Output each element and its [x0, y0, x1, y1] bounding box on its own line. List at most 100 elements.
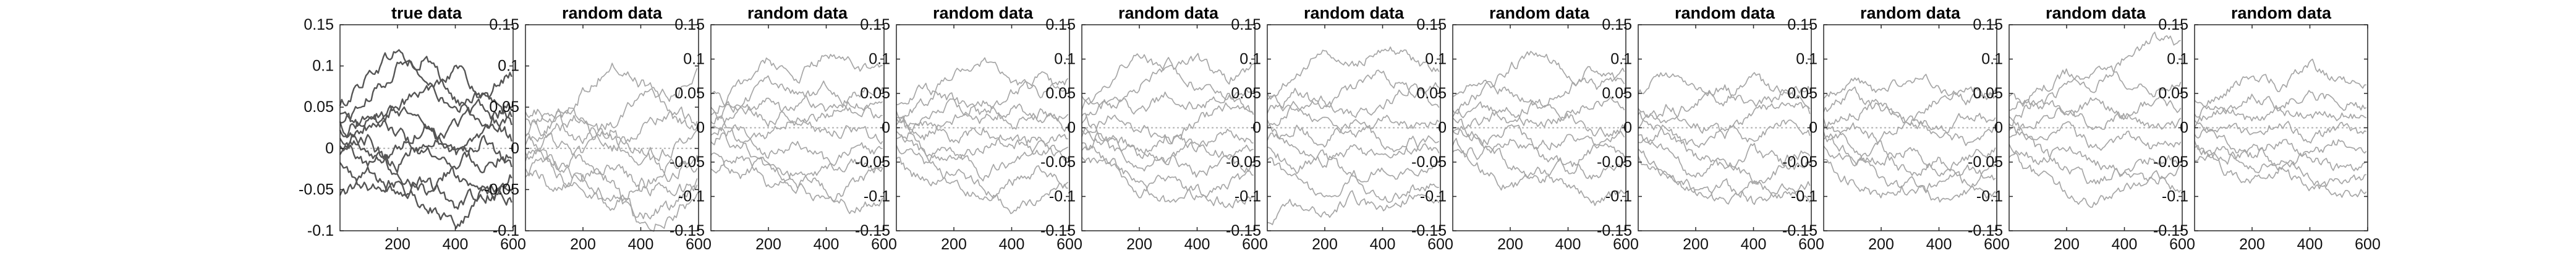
series-line	[1267, 119, 1440, 168]
chart-title: random data	[1304, 4, 1405, 22]
y-tick-label: 0.1	[2167, 51, 2188, 68]
series-line	[710, 54, 883, 116]
series-line	[1823, 131, 1996, 196]
series-line	[896, 157, 1069, 215]
series-line	[1638, 72, 1811, 106]
y-tick-label: -0.15	[1597, 222, 1632, 239]
y-tick-label: -0.1	[493, 222, 519, 239]
series-line	[1452, 137, 1625, 174]
y-tick-label: 0.1	[1981, 51, 2003, 68]
series-line	[1267, 46, 1440, 100]
x-tick-label: 400	[2112, 236, 2138, 253]
series-line	[2194, 140, 2366, 191]
y-tick-label: 0.1	[312, 58, 334, 75]
y-tick-label: -0.1	[1235, 188, 1261, 205]
series-line	[1081, 142, 1254, 209]
x-tick-label: 400	[1184, 236, 1210, 253]
series-line	[1081, 113, 1254, 178]
y-tick-label: 0.15	[1787, 16, 1817, 33]
series-line	[339, 49, 512, 113]
series-line	[1452, 66, 1625, 109]
y-tick-label: -0.15	[2153, 222, 2188, 239]
y-tick-label: 0	[1438, 119, 1447, 137]
series-line	[896, 140, 1069, 182]
y-tick-label: 0.1	[1239, 51, 1261, 68]
y-tick-label: -0.15	[1411, 222, 1447, 239]
series-line	[1267, 190, 1440, 225]
series-line	[1452, 124, 1625, 151]
series-line	[710, 155, 883, 215]
series-line	[339, 98, 512, 155]
y-tick-label: -0.05	[484, 181, 519, 198]
series-line	[1823, 140, 1996, 188]
y-tick-label: -0.05	[670, 153, 705, 171]
x-tick-label: 600	[1242, 236, 1268, 253]
series-line	[2194, 120, 2367, 158]
y-tick-label: 0.1	[1610, 51, 1632, 68]
y-tick-label: -0.05	[1782, 153, 1817, 171]
x-tick-label: 600	[686, 236, 712, 253]
series-line	[1081, 128, 1254, 159]
chart-title: random data	[2046, 4, 2146, 22]
axes-box	[339, 24, 514, 231]
series-line	[2194, 146, 2367, 198]
x-tick-label: 400	[1555, 236, 1581, 253]
y-tick-label: 0.1	[683, 51, 705, 68]
y-tick-label: 0	[1067, 119, 1076, 137]
chart-title: random data	[2231, 4, 2332, 22]
series-line	[1638, 148, 1811, 205]
y-tick-label: -0.15	[1968, 222, 2003, 239]
x-tick-label: 200	[385, 236, 410, 253]
series-line	[2009, 96, 2182, 127]
series-line	[896, 71, 1068, 115]
y-tick-label: -0.1	[678, 188, 705, 205]
y-tick-label: 0	[1994, 119, 2003, 137]
y-tick-label: 0.15	[1602, 16, 1632, 33]
y-tick-label: 0.05	[860, 85, 890, 102]
y-tick-label: 0.15	[1416, 16, 1447, 33]
series-line	[1267, 69, 1440, 114]
y-tick-label: -0.1	[1049, 188, 1076, 205]
series-line	[1452, 97, 1625, 124]
y-tick-label: -0.15	[1782, 222, 1817, 239]
y-tick-label: 0.15	[1045, 16, 1076, 33]
y-tick-label: 0.15	[304, 16, 334, 33]
chart-panel-8: random data -0.15 -0.1 -0.05 0 0.05 0.1 0.15 200…	[1597, 4, 1824, 253]
x-tick-label: 600	[2355, 236, 2381, 253]
series-line	[339, 162, 512, 229]
x-tick-label: 400	[1370, 236, 1396, 253]
y-tick-label: 0.05	[1787, 85, 1817, 102]
x-tick-label: 200	[1126, 236, 1152, 253]
y-tick-label: 0.15	[489, 16, 519, 33]
x-tick-label: 200	[1683, 236, 1709, 253]
y-tick-label: 0.15	[1231, 16, 1261, 33]
series-line	[1452, 106, 1625, 137]
chart-panel-1: true data -0.1 -0.05 0 0.05 0.1 0.15 200 400 600	[299, 4, 526, 253]
y-tick-label: -0.05	[1597, 153, 1632, 171]
y-tick-label: 0.15	[860, 16, 890, 33]
chart-panel-4: random data -0.15 -0.1 -0.05 0 0.05 0.1 0.15 200…	[855, 4, 1082, 253]
y-tick-label: -0.05	[1040, 153, 1076, 171]
y-tick-label: -0.05	[2153, 153, 2188, 171]
series-line	[2009, 121, 2182, 151]
y-tick-label: 0	[1623, 119, 1632, 137]
chart-panel-2: random data -0.1 -0.05 0 0.05 0.1 0.15 200 400 60…	[484, 4, 712, 253]
series-line	[1823, 86, 1996, 126]
y-tick-label: 0.05	[1045, 85, 1076, 102]
x-tick-label: 400	[814, 236, 840, 253]
series-line	[2194, 121, 2367, 144]
chart-title: true data	[391, 4, 462, 22]
y-tick-label: -0.15	[855, 222, 890, 239]
y-tick-label: -0.05	[1226, 153, 1261, 171]
chart-title: random data	[747, 4, 848, 22]
y-tick-label: 0	[511, 140, 519, 157]
series-line	[1081, 102, 1254, 145]
series-line	[1267, 146, 1440, 183]
series-line	[896, 57, 1069, 124]
series-line	[710, 80, 883, 127]
series-line	[1823, 115, 1996, 147]
chart-panel-10: random data -0.15 -0.1 -0.05 0 0.05 0.1 0.15 200…	[1968, 4, 2195, 253]
series-line	[525, 62, 698, 145]
x-tick-label: 200	[1868, 236, 1894, 253]
